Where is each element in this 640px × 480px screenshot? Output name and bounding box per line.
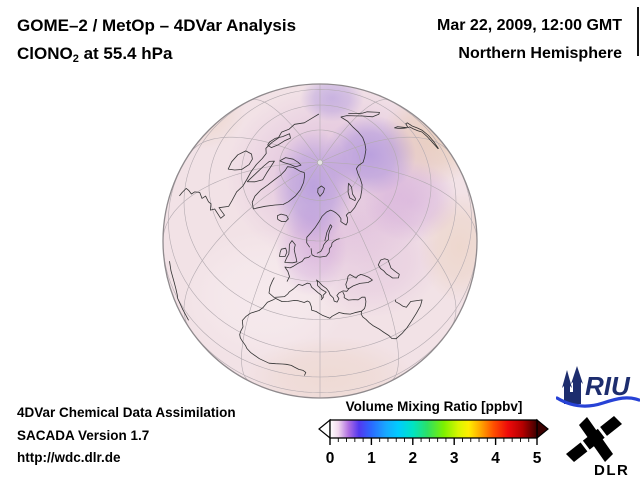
dlr-logo: DLR [566, 416, 629, 478]
colorbar: 0 1 2 3 4 5 [318, 418, 549, 467]
globe-outline [162, 83, 478, 399]
colorbar-tick-labels: 0 1 2 3 4 5 [326, 450, 542, 467]
plot-subtitle: ClONO2 at 55.4 hPa [17, 40, 296, 73]
footer-credits: 4DVar Chemical Data Assimilation SACADA … [17, 402, 236, 470]
website-url: http://wdc.dlr.de [17, 450, 121, 465]
species-name: ClONO [17, 44, 73, 63]
dlr-emblem-icon [566, 416, 622, 462]
graticule-lines [163, 84, 477, 398]
svg-text:1: 1 [367, 450, 376, 467]
svg-text:2: 2 [408, 450, 417, 467]
plot-region: Northern Hemisphere [458, 45, 622, 62]
colorbar-title: Volume Mixing Ratio [ppbv] [345, 399, 523, 414]
colorbar-gradient-bar [329, 419, 538, 439]
svg-text:3: 3 [450, 450, 459, 467]
coastlines [169, 111, 439, 376]
header-titles: GOME–2 / MetOp – 4DVar Analysis ClONO2 a… [17, 12, 296, 73]
version-label: SACADA Version 1.7 [17, 427, 150, 443]
north-pole-marker [317, 159, 323, 166]
assimilation-label: 4DVar Chemical Data Assimilation [17, 405, 236, 420]
header-datetime-block: Mar 22, 2009, 12:00 GMT Northern Hemisph… [437, 12, 622, 68]
plot-datetime: Mar 22, 2009, 12:00 GMT [437, 17, 622, 34]
riu-logo-text: RIU [585, 371, 631, 401]
pressure-level: at 55.4 hPa [78, 44, 173, 63]
colorbar-ticks [329, 438, 538, 445]
svg-text:0: 0 [326, 450, 335, 467]
plot-title: GOME–2 / MetOp – 4DVar Analysis [17, 16, 297, 35]
right-edge-mark [637, 7, 639, 56]
dlr-logo-text: DLR [594, 462, 629, 478]
colorbar-right-arrow [536, 418, 549, 440]
species-subscript: 2 [72, 53, 79, 65]
cathedral-icon [562, 366, 583, 404]
riu-wave-icon [556, 396, 640, 408]
svg-text:4: 4 [491, 450, 500, 467]
svg-text:5: 5 [533, 450, 542, 467]
hemisphere-globe-map [162, 83, 478, 399]
colorbar-left-arrow [318, 418, 331, 440]
riu-logo: RIU [556, 366, 640, 408]
